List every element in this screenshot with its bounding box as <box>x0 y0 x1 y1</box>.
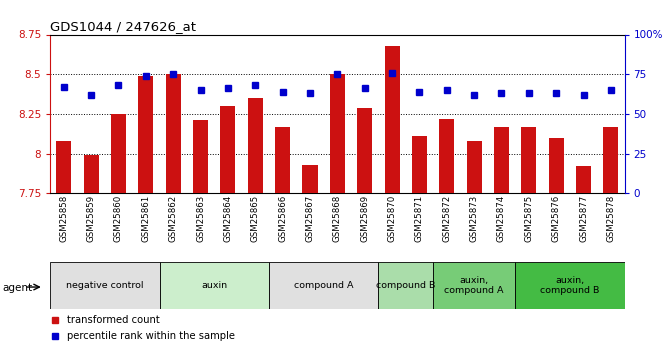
Bar <box>440 119 454 193</box>
Text: compound A: compound A <box>294 281 353 290</box>
Text: GSM25873: GSM25873 <box>470 195 478 242</box>
Bar <box>248 98 263 193</box>
Text: negative control: negative control <box>66 281 144 290</box>
Bar <box>521 127 536 193</box>
Text: GSM25871: GSM25871 <box>415 195 424 242</box>
Bar <box>111 114 126 193</box>
Text: GSM25869: GSM25869 <box>360 195 369 242</box>
Text: GSM25863: GSM25863 <box>196 195 205 242</box>
Bar <box>166 74 181 193</box>
Bar <box>330 74 345 193</box>
Bar <box>269 262 378 309</box>
Text: GDS1044 / 247626_at: GDS1044 / 247626_at <box>50 20 196 33</box>
Text: GSM25878: GSM25878 <box>607 195 615 242</box>
Bar <box>193 120 208 193</box>
Text: GSM25865: GSM25865 <box>250 195 260 242</box>
Bar <box>494 127 509 193</box>
Text: GSM25870: GSM25870 <box>387 195 397 242</box>
Text: agent: agent <box>2 283 32 293</box>
Text: transformed count: transformed count <box>67 315 160 325</box>
Text: GSM25862: GSM25862 <box>169 195 178 242</box>
Bar <box>385 46 399 193</box>
Bar <box>466 141 482 193</box>
Bar <box>603 127 619 193</box>
Text: GSM25876: GSM25876 <box>552 195 560 242</box>
Text: auxin,
compound B: auxin, compound B <box>540 276 600 295</box>
Text: GSM25875: GSM25875 <box>524 195 533 242</box>
Bar <box>357 108 372 193</box>
Bar <box>433 262 515 309</box>
Text: GSM25868: GSM25868 <box>333 195 342 242</box>
Text: GSM25861: GSM25861 <box>142 195 150 242</box>
Bar <box>576 166 591 193</box>
Bar <box>303 165 317 193</box>
Text: GSM25860: GSM25860 <box>114 195 123 242</box>
Bar <box>220 106 235 193</box>
Bar <box>160 262 269 309</box>
Text: GSM25867: GSM25867 <box>305 195 315 242</box>
Text: GSM25859: GSM25859 <box>87 195 96 242</box>
Bar <box>515 262 625 309</box>
Text: GSM25866: GSM25866 <box>278 195 287 242</box>
Text: GSM25858: GSM25858 <box>59 195 68 242</box>
Text: compound B: compound B <box>376 281 436 290</box>
Bar <box>378 262 433 309</box>
Text: GSM25872: GSM25872 <box>442 195 452 242</box>
Bar <box>84 155 99 193</box>
Text: auxin,
compound A: auxin, compound A <box>444 276 504 295</box>
Text: GSM25877: GSM25877 <box>579 195 588 242</box>
Text: GSM25874: GSM25874 <box>497 195 506 242</box>
Bar <box>50 262 160 309</box>
Bar <box>275 127 290 193</box>
Bar <box>138 76 154 193</box>
Text: auxin: auxin <box>201 281 227 290</box>
Text: GSM25864: GSM25864 <box>223 195 232 242</box>
Bar <box>412 136 427 193</box>
Bar <box>56 141 71 193</box>
Bar <box>548 138 564 193</box>
Text: percentile rank within the sample: percentile rank within the sample <box>67 331 234 341</box>
